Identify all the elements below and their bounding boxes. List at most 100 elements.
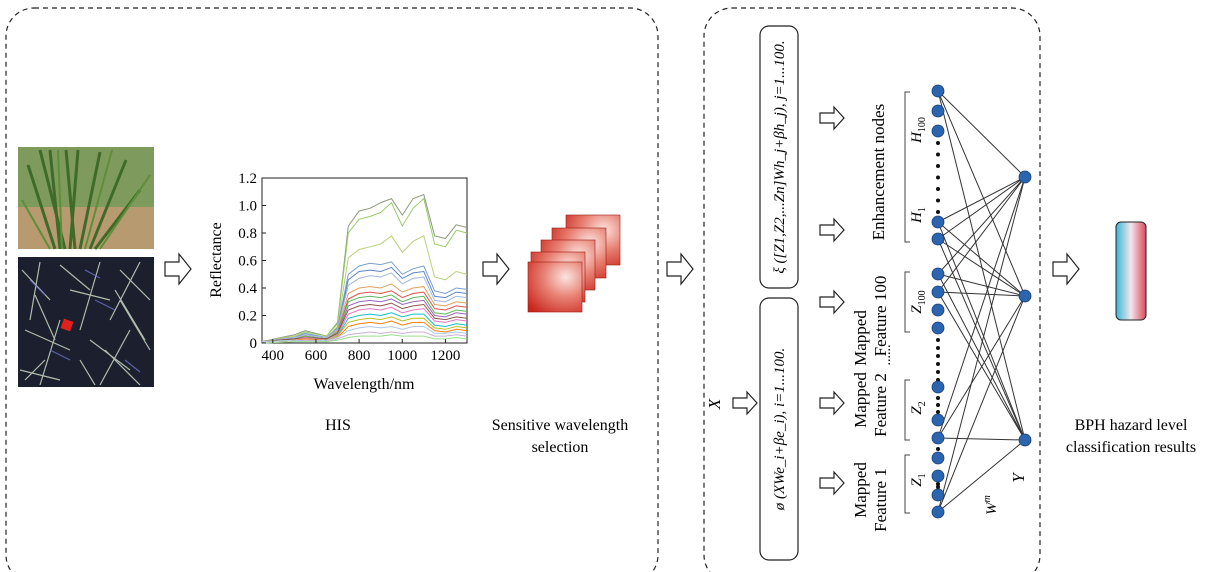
- network-edge: [937, 221, 1026, 297]
- network-node: [931, 505, 945, 519]
- arrow-icon: [819, 470, 845, 496]
- network-nodes: [931, 84, 1032, 519]
- y-tick-label: 0.8: [238, 226, 257, 242]
- x-tick-label: 600: [305, 348, 328, 364]
- group-brackets: [904, 91, 910, 514]
- left-panel-border: [5, 7, 659, 572]
- ellipsis-dot: [936, 410, 940, 414]
- network-node: [931, 84, 945, 98]
- arrow-icon: [819, 217, 845, 243]
- mapped-label-2: Mapped: [851, 372, 870, 428]
- node-symbols: H100 H1 Z100 Z2 Z1: [909, 117, 928, 487]
- chart-y-ticks: 0 0.2 0.4 0.6 0.8 1.0 1.2: [238, 171, 266, 352]
- ellipsis-dot: [936, 141, 940, 145]
- feature-100-label: Feature 100: [871, 276, 890, 357]
- network-edge: [937, 238, 1026, 297]
- ellipsis-dot: [936, 482, 940, 486]
- ellipsis-dot: [936, 447, 940, 451]
- y-tick-label: 0.6: [238, 254, 257, 270]
- enhancement-formula-box: [759, 25, 799, 289]
- chart-y-axis-label: Reflectance: [208, 222, 225, 298]
- output-node: [1018, 289, 1032, 303]
- arrow-icon: [164, 252, 192, 286]
- network-edge: [937, 238, 1026, 441]
- spectrum-series-10: [261, 302, 468, 343]
- network-dots: [936, 141, 940, 492]
- network-node: [931, 488, 945, 502]
- network-node: [931, 451, 945, 465]
- h1-symbol: H1: [909, 207, 928, 224]
- result-label-line2: classification results: [1066, 439, 1196, 456]
- y-tick-label: 0.4: [238, 281, 257, 297]
- z2-symbol: Z2: [909, 401, 928, 414]
- mapped-label-1: Mapped: [851, 462, 870, 518]
- arrow-icon: [482, 252, 510, 286]
- network-edge: [937, 176, 1026, 293]
- chart-series-group: [261, 193, 468, 344]
- x-tick-label: 400: [262, 348, 285, 364]
- arrow-icon: [732, 390, 758, 416]
- output-node: [1018, 170, 1032, 184]
- his-label: HIS: [325, 417, 351, 434]
- ellipsis-label: ......: [879, 345, 894, 366]
- input-x-label: X: [705, 398, 724, 410]
- network-node: [931, 124, 945, 138]
- network-edge: [937, 295, 1026, 439]
- y-tick-label: 0: [250, 336, 258, 352]
- network-node: [931, 267, 945, 281]
- mapping-formula: ø (XWe_i+βe_i), i=1...100.: [772, 348, 788, 512]
- network-edge: [937, 273, 1026, 441]
- ellipsis-dot: [936, 396, 940, 400]
- flow-arrows: [164, 105, 1080, 496]
- spectrum-series-5: [261, 272, 468, 343]
- ellipsis-dot: [936, 485, 940, 489]
- y-tick-label: 0.2: [238, 309, 257, 325]
- x-tick-label: 1200: [430, 348, 460, 364]
- network-edge: [937, 90, 1026, 441]
- ellipsis-dot: [936, 210, 940, 214]
- network-edge: [937, 221, 1026, 441]
- ellipsis-dot: [936, 198, 940, 203]
- arrow-icon: [666, 252, 694, 286]
- network-edge: [937, 291, 1026, 297]
- feature-1-label: Feature 1: [871, 468, 890, 532]
- network-node: [931, 321, 945, 335]
- ellipsis-dot: [936, 175, 940, 180]
- network-edge: [937, 291, 1026, 441]
- chart-x-ticks: 400 600 800 1000 1200: [262, 339, 460, 364]
- z100-symbol: Z100: [909, 290, 928, 313]
- classification-result-bar: [1115, 221, 1147, 321]
- network-edge: [937, 273, 1026, 297]
- network-edge: [937, 176, 1026, 275]
- network-edge: [937, 439, 1026, 513]
- network-node: [931, 285, 945, 299]
- bls-panel-border: [703, 7, 1041, 572]
- network-node: [931, 232, 945, 246]
- network-edge: [937, 90, 1026, 178]
- spectrum-series-0: [261, 193, 468, 343]
- output-y-label: Y: [1009, 472, 1028, 483]
- feature-2-label: Feature 2: [871, 373, 890, 437]
- network-edge: [937, 90, 1026, 297]
- result-label-line1: BPH hazard level: [1075, 417, 1188, 434]
- spectrum-series-15: [261, 325, 468, 343]
- network-node: [931, 303, 945, 317]
- sensitive-wavelength-label-line2: selection: [532, 439, 589, 456]
- z1-symbol: Z1: [909, 473, 928, 486]
- mapped-label-100: Mapped: [851, 310, 870, 366]
- network-edge: [937, 295, 1026, 513]
- arrow-icon: [819, 105, 845, 131]
- output-node: [1018, 433, 1032, 447]
- network-edge: [937, 176, 1026, 223]
- sample-marker: [60, 318, 74, 332]
- rice-plant-photo: [18, 147, 154, 250]
- network-node: [931, 215, 945, 229]
- network-node: [931, 413, 945, 427]
- network-edge: [937, 176, 1026, 513]
- enhancement-formula: ξ ([Z1,Z2,...Zn]Wh_j+βh_j), j=1...100.: [772, 40, 788, 273]
- arrow-icon: [819, 289, 845, 315]
- network-edges: [937, 90, 1026, 513]
- arrow-icon: [1052, 252, 1080, 286]
- weight-wm-label: Wm: [982, 495, 1000, 515]
